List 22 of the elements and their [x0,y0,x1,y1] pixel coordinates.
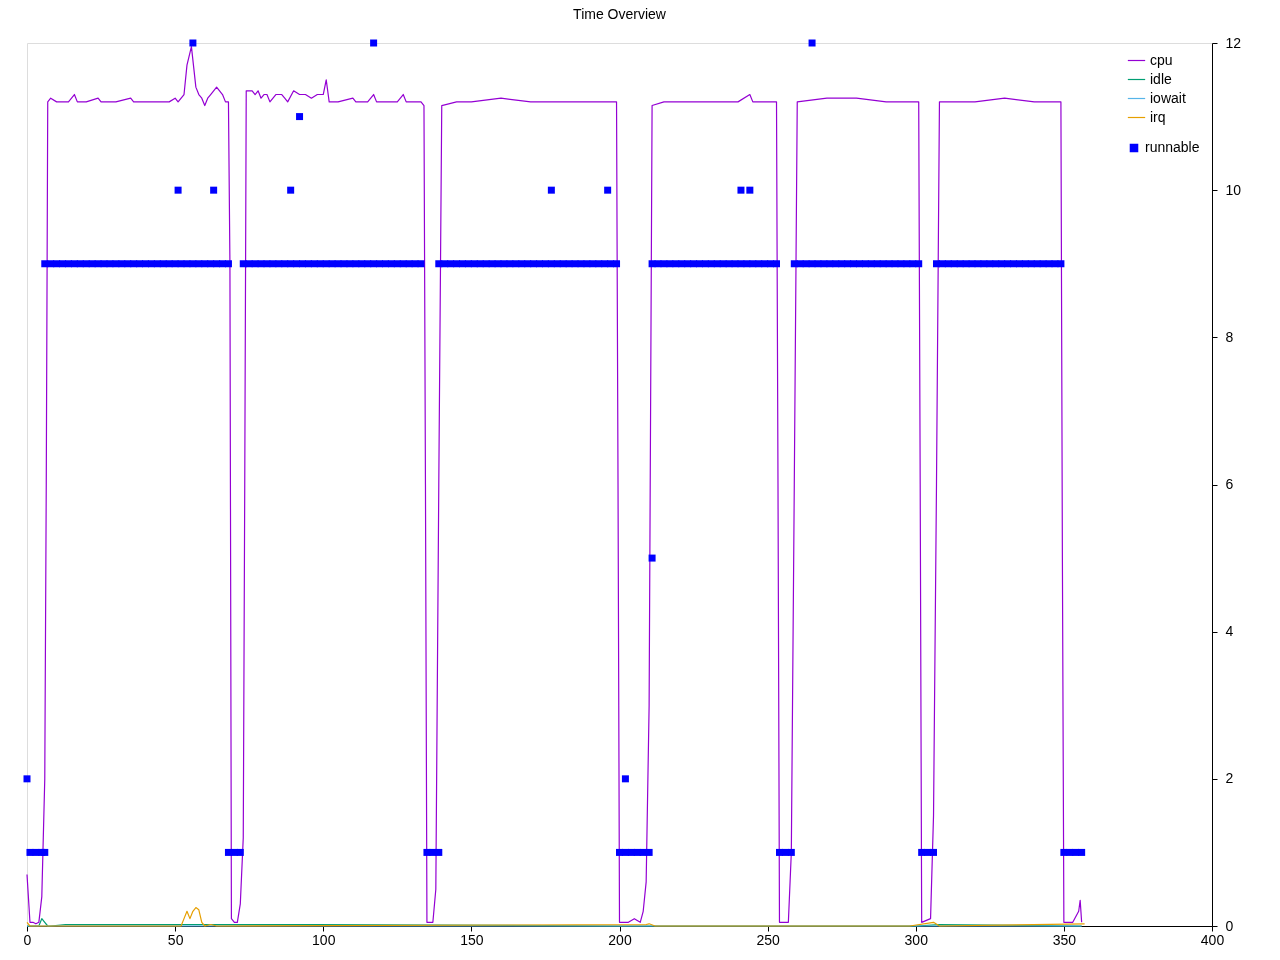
x-tick-label: 200 [608,931,632,948]
x-tick-label: 350 [1052,931,1077,948]
legend-label: runnable [1145,139,1200,155]
x-tick-label: 150 [460,931,484,948]
y-tick-label: 8 [1225,328,1234,345]
y-tick-label: 0 [1225,917,1234,934]
y-tick-label: 4 [1225,623,1234,640]
legend-label: iowait [1150,89,1186,106]
y-tick-label: 12 [1225,34,1242,51]
legend-label: cpu [1150,51,1173,68]
x-tick-label: 100 [312,931,336,948]
x-tick-label: 50 [167,931,184,948]
y-tick-label: 2 [1225,770,1234,787]
x-tick-label: 250 [756,931,781,948]
chart-title: Time Overview [573,6,667,22]
y-tick-label: 6 [1225,476,1234,492]
legend-label: idle [1150,70,1173,87]
x-tick-label: 300 [904,931,929,948]
y-tick-label: 10 [1225,181,1242,198]
x-tick-label: 400 [1200,931,1225,948]
legend-label: irq [1150,108,1166,125]
x-tick-label: 0 [23,931,32,948]
